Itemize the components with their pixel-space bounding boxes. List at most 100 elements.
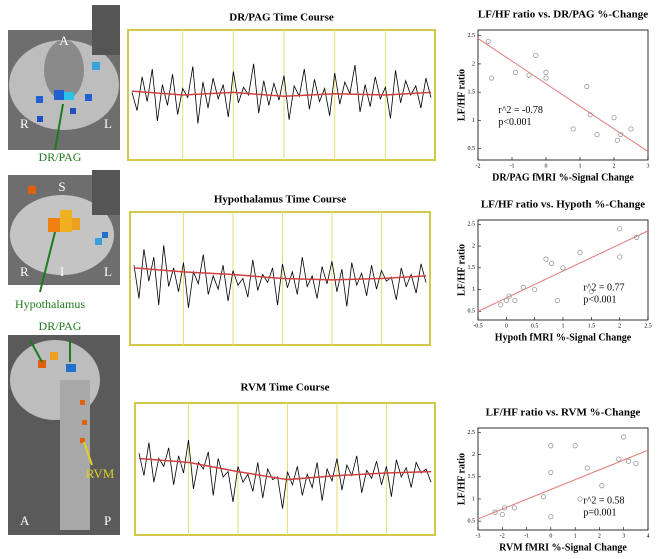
y-tick-label: 2 <box>472 452 475 458</box>
y-tick-label: 2 <box>472 243 475 249</box>
x-axis-label: RVM fMRI %-Signal Change <box>499 542 627 553</box>
point <box>614 137 621 143</box>
x-tick-label: 2.5 <box>644 323 652 329</box>
x-tick-label: 2 <box>618 323 621 329</box>
y-tick-label: 2.5 <box>468 222 476 228</box>
point <box>512 297 518 304</box>
trend-line <box>477 230 649 312</box>
y-tick-label: 1 <box>472 496 475 502</box>
point <box>617 254 623 260</box>
image-label: A <box>20 513 30 528</box>
point <box>548 469 554 475</box>
point <box>599 483 605 489</box>
point <box>587 112 593 118</box>
x-tick-label: 0 <box>545 163 548 169</box>
y-tick-label: 1.5 <box>468 90 476 96</box>
x-tick-label: 1 <box>579 163 582 169</box>
line-series <box>133 245 427 308</box>
y-tick-label: 1.5 <box>468 265 476 271</box>
point <box>628 126 634 132</box>
point <box>526 72 532 78</box>
brain-image-coronal <box>8 170 120 293</box>
point <box>492 509 498 515</box>
point <box>512 69 519 75</box>
image-label: P <box>104 513 111 528</box>
point <box>577 250 583 256</box>
point <box>520 284 526 290</box>
x-axis-label: Hypoth fMRI %-Signal Change <box>495 332 632 343</box>
chart-title: LF/HF ratio vs. DR/PAG %-Change <box>478 9 648 21</box>
y-tick-label: 0.5 <box>468 309 476 315</box>
chart-title: LF/HF ratio vs. RVM %-Change <box>486 407 641 419</box>
y-tick-label: 1 <box>472 287 475 293</box>
y-tick-label: 2.5 <box>468 33 476 39</box>
point <box>506 293 512 299</box>
image-label: I <box>60 264 64 279</box>
x-tick-label: -2 <box>500 533 505 539</box>
chart-title: Hypothalamus Time Course <box>214 194 346 206</box>
line-series <box>131 90 432 98</box>
point <box>485 38 491 44</box>
annotation: r^2 = -0.78 <box>498 105 543 116</box>
y-tick-label: 0.5 <box>468 146 476 152</box>
region-label: Hypothalamus <box>15 297 85 311</box>
x-tick-label: 0.5 <box>531 323 539 329</box>
trend-line <box>477 449 649 520</box>
point <box>549 260 555 267</box>
point <box>488 75 495 81</box>
point <box>498 302 504 308</box>
point <box>625 458 632 464</box>
x-tick-label: 2 <box>613 163 616 169</box>
point <box>499 511 505 518</box>
x-tick-label: 4 <box>647 533 650 539</box>
x-tick-label: -0.5 <box>473 323 483 329</box>
point <box>618 131 624 138</box>
image-label: A <box>59 33 69 48</box>
plot-frame <box>477 427 649 531</box>
plot-frame <box>134 402 436 536</box>
x-tick-label: 3 <box>647 163 650 169</box>
point <box>533 52 539 59</box>
image-label: S <box>58 179 65 194</box>
image-label: R <box>20 264 29 279</box>
point <box>621 434 627 440</box>
annotation: r^2 = 0.58 <box>583 496 624 507</box>
region-label: DR/PAG <box>39 150 82 164</box>
x-tick-label: 2 <box>598 533 601 539</box>
point <box>540 494 547 500</box>
point <box>588 289 594 295</box>
line-series <box>138 457 432 481</box>
line-series <box>131 63 432 124</box>
x-tick-label: -1 <box>524 533 529 539</box>
brain-image-axial <box>8 5 120 151</box>
x-axis-label: DR/PAG fMRI %-Signal Change <box>492 172 634 183</box>
point <box>594 131 600 138</box>
line-series <box>133 267 427 281</box>
y-axis-label: LF/HF ratio <box>456 69 467 121</box>
image-label: R <box>20 116 29 131</box>
chart-title: RVM Time Course <box>240 382 329 394</box>
point <box>548 514 554 520</box>
y-tick-label: 1 <box>472 118 475 124</box>
point <box>560 265 566 271</box>
annotation: p<0.001 <box>583 294 616 305</box>
point <box>511 505 518 511</box>
chart-title: DR/PAG Time Course <box>229 12 334 24</box>
annotation: p<0.001 <box>498 117 531 128</box>
point <box>502 505 508 511</box>
trend-line <box>477 38 649 152</box>
point <box>543 256 549 262</box>
annotation: r^2 = 0.77 <box>583 282 624 293</box>
point <box>532 286 538 293</box>
x-tick-label: 1.5 <box>588 323 596 329</box>
point <box>611 115 617 121</box>
line-series <box>138 439 432 509</box>
plot-frame <box>477 29 649 161</box>
y-axis-label: LF/HF ratio <box>456 453 467 505</box>
point <box>548 443 554 449</box>
y-tick-label: 1.5 <box>468 474 476 480</box>
point <box>503 297 509 304</box>
point <box>616 456 622 462</box>
x-tick-label: 3 <box>622 533 625 539</box>
point <box>577 496 583 502</box>
